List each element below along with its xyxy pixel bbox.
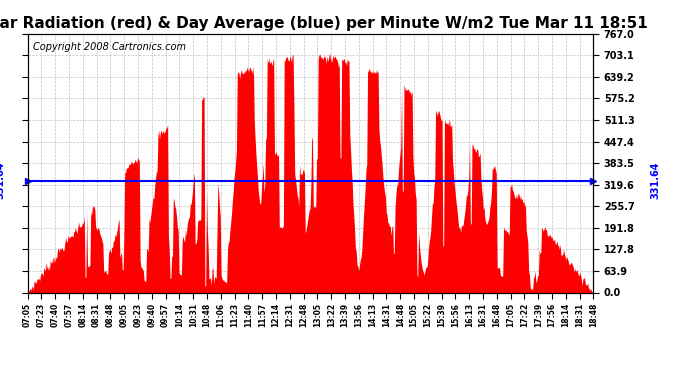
Text: 331.64: 331.64	[650, 162, 660, 200]
Text: Copyright 2008 Cartronics.com: Copyright 2008 Cartronics.com	[33, 42, 186, 51]
Text: 331.64: 331.64	[0, 162, 5, 200]
Title: Solar Radiation (red) & Day Average (blue) per Minute W/m2 Tue Mar 11 18:51: Solar Radiation (red) & Day Average (blu…	[0, 16, 648, 31]
